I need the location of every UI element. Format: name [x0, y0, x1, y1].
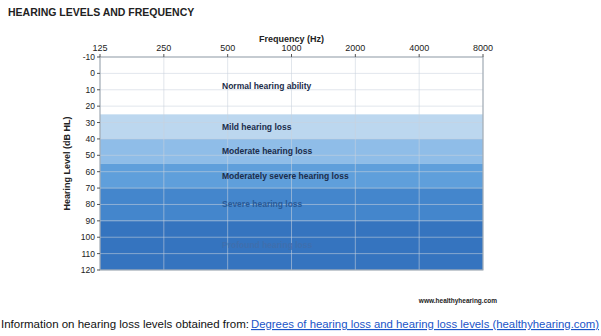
band-label: Moderately severe hearing loss: [222, 171, 349, 181]
tick: [97, 89, 100, 90]
tick: [97, 237, 100, 238]
x-tick-label: 1000: [281, 43, 301, 53]
tick: [97, 220, 100, 221]
tick: [97, 204, 100, 205]
y-axis-label: Hearing Level (dB HL): [62, 116, 72, 210]
tick: [97, 253, 100, 254]
tick: [97, 188, 100, 189]
tick: [97, 57, 100, 58]
tick: [291, 54, 292, 57]
tick: [97, 122, 100, 123]
title: HEARING LEVELS AND FREQUENCY: [8, 6, 194, 18]
x-tick-label: 250: [156, 43, 171, 53]
grid-line: [419, 57, 420, 270]
y-tick-label: 10: [86, 85, 96, 95]
y-tick-label: 40: [86, 134, 96, 144]
x-tick-label: 8000: [473, 43, 493, 53]
y-tick-label: 60: [86, 167, 96, 177]
y-tick-label: 0: [90, 68, 95, 78]
tick: [355, 54, 356, 57]
x-axis-label: Frequency (Hz): [259, 34, 324, 44]
band-label: Mild hearing loss: [222, 122, 292, 132]
tick: [97, 73, 100, 74]
y-tick-label: 100: [81, 232, 95, 242]
y-tick-label: 90: [86, 216, 96, 226]
tick: [227, 54, 228, 57]
tick: [97, 171, 100, 172]
y-tick-label: 30: [86, 118, 96, 128]
y-tick-label: 20: [86, 101, 96, 111]
y-tick-label: 70: [86, 183, 96, 193]
tick: [97, 138, 100, 139]
band-label: Normal hearing ability: [222, 81, 312, 91]
band-label: Severe hearing loss: [222, 199, 303, 209]
tick: [419, 54, 420, 57]
grid-line: [163, 57, 164, 270]
x-tick-label: 500: [220, 43, 235, 53]
bands: [100, 57, 483, 270]
plot-background: [100, 57, 483, 270]
tick: [97, 270, 100, 271]
band-label: Profound hearing loss: [222, 240, 312, 250]
y-tick-label: 110: [81, 249, 95, 259]
y-tick-label: 80: [86, 199, 96, 209]
band-label: Moderate hearing loss: [222, 146, 312, 156]
x-tick-label: 4000: [409, 43, 429, 53]
plot-frame: [100, 57, 483, 270]
tick: [97, 106, 100, 107]
y-tick-label: 50: [86, 150, 96, 160]
source: www.healthyhearing.com: [418, 297, 497, 305]
grid-line: [355, 57, 356, 270]
y-tick-label: 120: [81, 265, 95, 275]
tick: [97, 155, 100, 156]
chart: HEARING LEVELS AND FREQUENCY Normal heari…: [0, 0, 601, 336]
grid: [100, 57, 483, 270]
footer: Information on hearing loss levels obtai…: [1, 318, 249, 330]
tick: [163, 54, 164, 57]
footer-link[interactable]: Degrees of hearing loss and hearing loss…: [251, 318, 599, 330]
x-tick-label: 2000: [345, 43, 365, 53]
y-tick-label: -10: [83, 52, 96, 62]
tick: [483, 54, 484, 57]
